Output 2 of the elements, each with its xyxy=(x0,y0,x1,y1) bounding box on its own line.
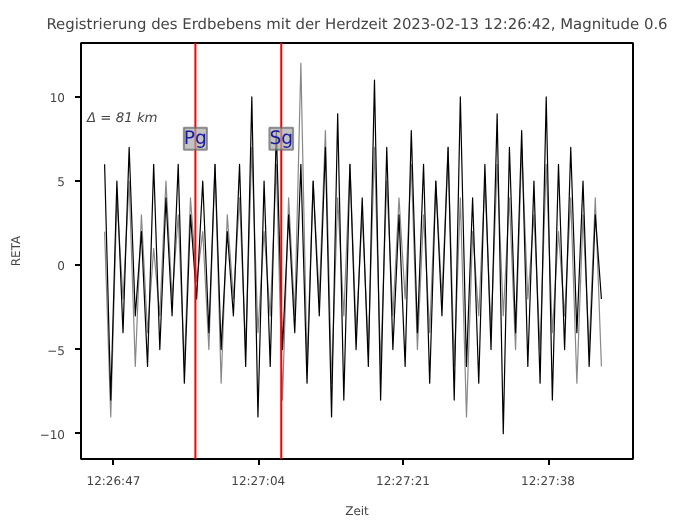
ref-line-label: Sg xyxy=(269,127,294,150)
ref-line-label: Pg xyxy=(183,127,208,150)
